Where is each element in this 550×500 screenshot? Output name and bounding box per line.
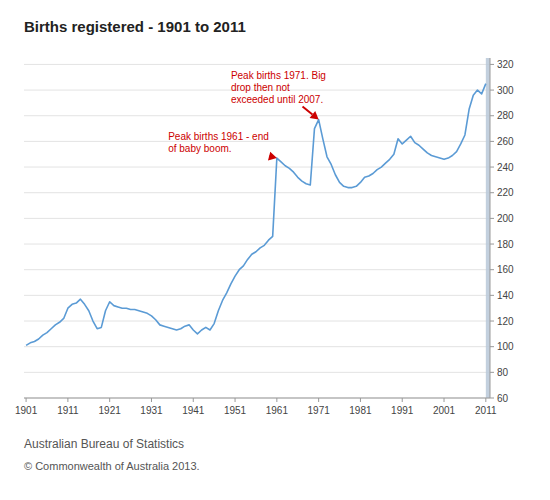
y-tick	[490, 269, 494, 270]
title: Births registered - 1901 to 2011	[24, 18, 246, 35]
x-tick-label: 1951	[224, 405, 247, 416]
x-tick	[485, 398, 486, 402]
y-tick	[490, 398, 494, 399]
y-tick	[490, 218, 494, 219]
highlight-band	[486, 58, 490, 398]
x-tick-label: 1961	[266, 405, 289, 416]
y-tick-label: 140	[497, 290, 514, 301]
x-tick	[193, 398, 194, 402]
x-tick	[402, 398, 403, 402]
y-tick-label: 200	[497, 213, 514, 224]
y-tick	[490, 64, 494, 65]
y-tick-label: 320	[497, 59, 514, 70]
x-tick-label: 1981	[349, 405, 372, 416]
y-tick-label: 100	[497, 341, 514, 352]
y-tick	[490, 321, 494, 322]
y-tick-label: 80	[497, 367, 509, 378]
annotation-arrow	[268, 152, 277, 161]
y-tick-label: 120	[497, 316, 514, 327]
grid-line	[24, 115, 490, 116]
grid-line	[24, 244, 490, 245]
y-tick-label: 280	[497, 110, 514, 121]
annotation-text: Peak births 1971. Bigdrop then notexceed…	[231, 70, 326, 105]
x-tick	[26, 398, 27, 402]
y-tick	[490, 115, 494, 116]
line	[26, 84, 486, 346]
x-tick-label: 1931	[140, 405, 163, 416]
x-tick-label: 2011	[475, 405, 497, 416]
x-tick-label: 1991	[391, 405, 414, 416]
grid-line	[24, 64, 490, 65]
y-tick	[490, 167, 494, 168]
y-tick-label: 220	[497, 187, 514, 198]
y-tick	[490, 372, 494, 373]
x-axis	[24, 398, 490, 399]
arrow-shaft	[303, 107, 313, 115]
y-tick-label: 160	[497, 264, 514, 275]
x-tick-label: 1911	[57, 405, 79, 416]
x-ticks: 1901 1911 1921 1931 1941 1951 1961 1971 1981 1991…	[15, 398, 497, 416]
x-tick-label: 1941	[182, 405, 205, 416]
arrow-head	[268, 152, 277, 161]
grid-line	[24, 295, 490, 296]
footer-text: © Commonwealth of Australia 2013.	[24, 460, 200, 472]
x-tick	[360, 398, 361, 402]
grid-line	[24, 346, 490, 347]
y-tick	[490, 346, 494, 347]
x-tick	[276, 398, 277, 402]
x-tick-label: 2001	[433, 405, 456, 416]
plot-area	[26, 58, 490, 398]
y-tick	[490, 141, 494, 142]
y-tick-label: 300	[497, 85, 514, 96]
y-tick	[490, 295, 494, 296]
y-tick-label: 180	[497, 239, 514, 250]
x-tick	[235, 398, 236, 402]
grid-line	[24, 269, 490, 270]
grid	[24, 64, 490, 398]
grid-line	[24, 218, 490, 219]
arrow-head	[310, 111, 319, 120]
y-ticks: 60 80 100 120 140 160 180 200 220 240 260 280 300 320	[490, 59, 514, 404]
annotations: Peak births 1971. Bigdrop then notexceed…	[168, 70, 326, 161]
grid-line	[24, 398, 490, 399]
footer-text: Australian Bureau of Statistics	[24, 437, 184, 451]
grid-line	[24, 372, 490, 373]
y-tick-label: 240	[497, 162, 514, 173]
x-tick	[151, 398, 152, 402]
y-tick-label: 260	[497, 136, 514, 147]
x-tick-label: 1901	[15, 405, 38, 416]
annotation-arrow	[303, 107, 319, 120]
x-tick	[109, 398, 110, 402]
y-tick	[490, 90, 494, 91]
x-tick-label: 1921	[99, 405, 122, 416]
grid-line	[24, 167, 490, 168]
y-tick	[490, 192, 494, 193]
x-tick	[318, 398, 319, 402]
annotation-text: Peak births 1961 - endof baby boom.	[168, 131, 269, 154]
chart: Births registered - 1901 to 2011 1901 1911…	[0, 0, 550, 500]
y-tick	[490, 244, 494, 245]
x-tick-label: 1971	[308, 405, 331, 416]
footer: Australian Bureau of Statistics © Commonw…	[24, 437, 200, 472]
y-tick-label: 60	[497, 393, 509, 404]
grid-line	[24, 192, 490, 193]
x-tick	[444, 398, 445, 402]
x-tick	[67, 398, 68, 402]
